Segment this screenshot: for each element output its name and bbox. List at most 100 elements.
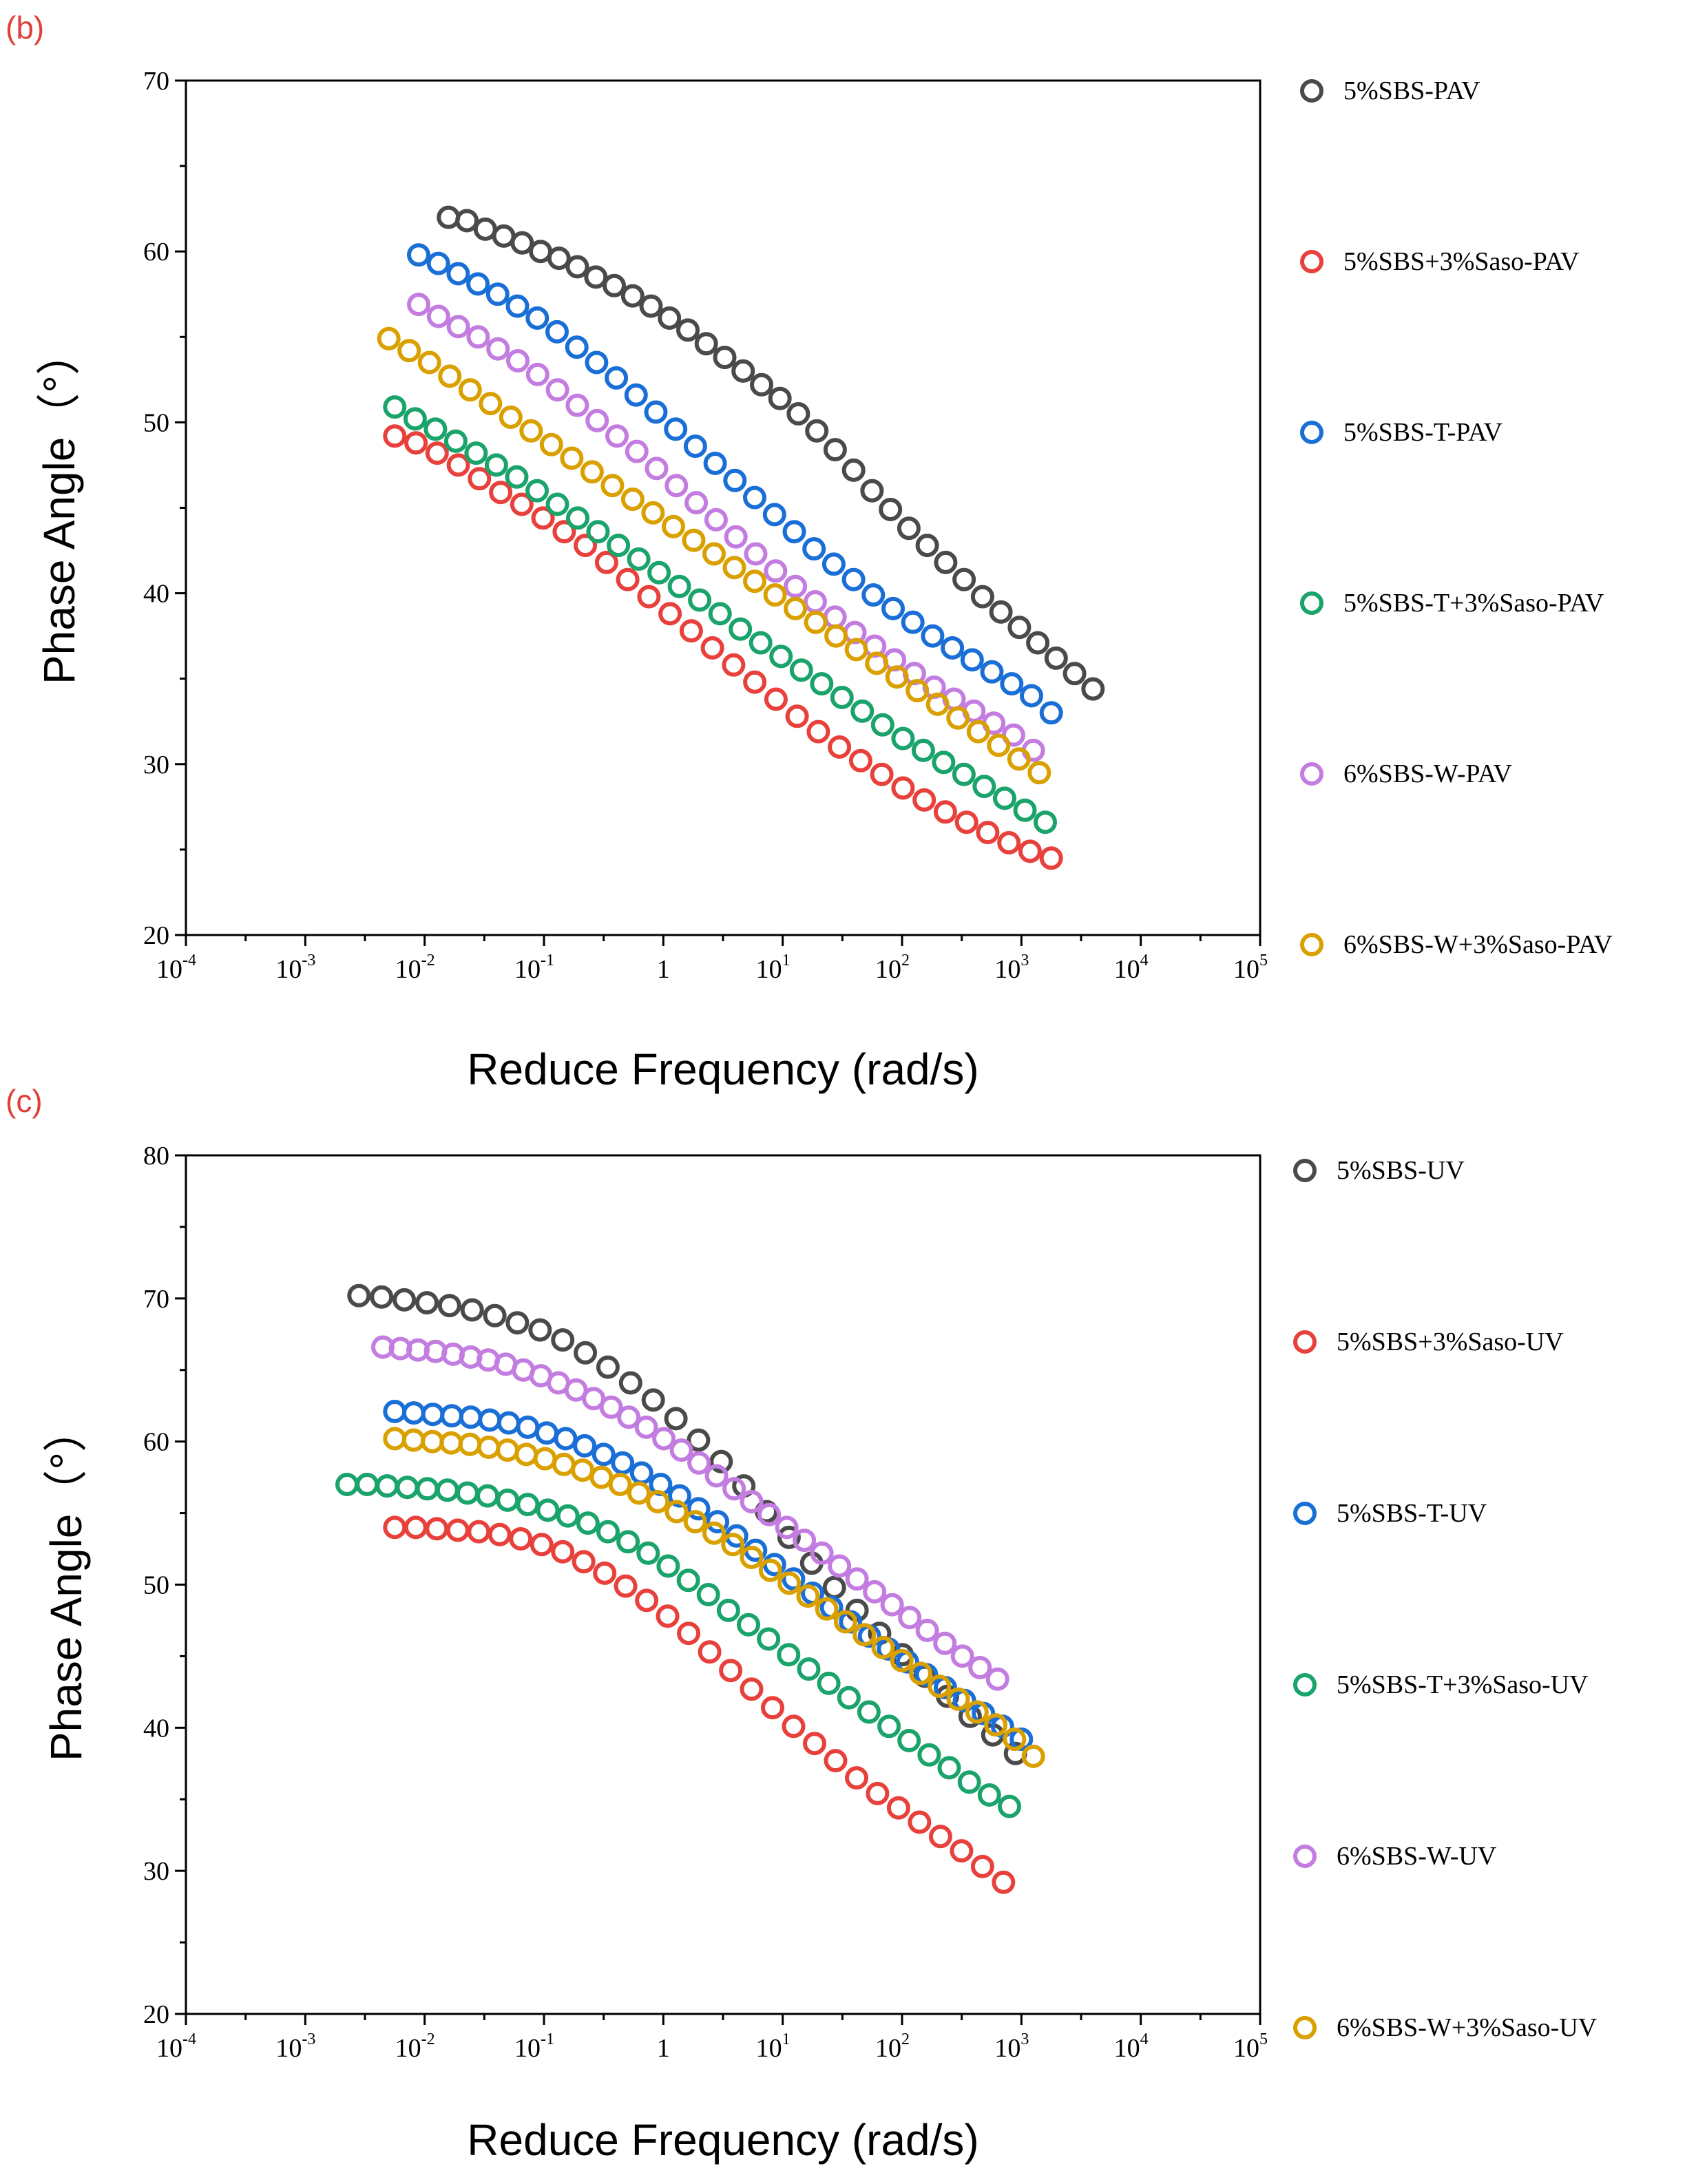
x-tick-label: 10-4	[156, 952, 196, 984]
data-point	[998, 1794, 1021, 1818]
data-point	[793, 1529, 817, 1553]
data-point	[870, 713, 894, 737]
data-point	[627, 547, 651, 571]
data-point	[777, 1643, 801, 1667]
data-point	[758, 1558, 782, 1582]
data-point	[797, 1657, 821, 1681]
series-5%SBS-PAV	[437, 205, 1105, 701]
data-point	[763, 583, 787, 607]
y-tick-label: 30	[143, 750, 169, 779]
data-point	[970, 585, 994, 609]
data-point	[822, 1575, 846, 1599]
data-point	[1007, 747, 1031, 771]
data-point	[837, 1686, 861, 1710]
data-point	[489, 481, 513, 505]
data-point	[591, 1442, 616, 1467]
data-point	[486, 337, 510, 361]
data-point	[777, 1571, 802, 1595]
data-point	[505, 294, 530, 318]
data-point	[585, 350, 609, 375]
legend-marker	[1300, 421, 1323, 444]
data-point	[566, 506, 589, 530]
data-point	[909, 1661, 932, 1686]
data-point	[510, 492, 534, 516]
y-tick-label: 40	[143, 580, 169, 609]
legend-label: 5%SBS-T+3%Saso-UV	[1337, 1670, 1589, 1699]
data-point	[383, 1400, 407, 1423]
data-point	[634, 1415, 658, 1439]
data-point	[607, 534, 631, 558]
x-tick-label: 1	[657, 2034, 670, 2063]
data-point	[509, 1527, 533, 1551]
y-tick-label: 80	[143, 1142, 169, 1170]
data-point	[954, 810, 978, 834]
data-point	[664, 1500, 689, 1524]
data-point	[637, 585, 661, 609]
data-point	[443, 429, 468, 453]
legend-marker	[1293, 1330, 1317, 1354]
data-point	[580, 460, 604, 484]
data-point	[439, 1431, 463, 1455]
data-point	[698, 1640, 722, 1664]
data-point	[709, 1449, 733, 1473]
data-point	[796, 1584, 820, 1608]
data-point	[404, 431, 428, 455]
y-axis-title: Phase Angle（°）	[34, 331, 84, 684]
data-point	[706, 1510, 730, 1534]
data-point	[743, 670, 767, 694]
x-tick-label: 103	[994, 2030, 1029, 2063]
data-point	[547, 246, 571, 271]
data-point	[823, 605, 847, 629]
legend-label: 5%SBS-T-PAV	[1343, 418, 1503, 447]
data-point	[694, 332, 718, 356]
legend-marker	[1293, 1159, 1317, 1182]
data-point	[696, 1583, 720, 1606]
x-axis-title: Reduce Frequency (rad/s)	[467, 1044, 978, 1094]
data-point	[891, 726, 915, 750]
y-tick-label: 70	[143, 67, 169, 96]
panel-label-b: (b)	[6, 10, 44, 45]
data-point	[435, 1478, 459, 1502]
data-point	[496, 1488, 520, 1512]
x-tick-label: 10-4	[156, 2030, 196, 2063]
data-point	[700, 636, 724, 660]
data-point	[594, 550, 618, 574]
data-point	[721, 1533, 745, 1557]
data-point	[647, 560, 671, 585]
data-point	[784, 596, 808, 620]
data-point	[484, 453, 508, 477]
data-point	[425, 1517, 449, 1541]
data-point	[1021, 1744, 1045, 1768]
data-point	[476, 1484, 500, 1508]
data-point	[1039, 846, 1063, 870]
data-point	[743, 485, 766, 510]
data-point	[446, 262, 470, 286]
data-point	[519, 419, 543, 443]
data-point	[477, 1436, 501, 1459]
data-point	[533, 1447, 557, 1471]
data-point	[784, 574, 808, 598]
data-point	[901, 610, 925, 634]
data-point	[668, 1484, 691, 1508]
data-point	[1039, 701, 1063, 725]
data-point	[830, 686, 854, 709]
data-point	[589, 1465, 614, 1489]
series-6%SBS-W+3%Saso-PAV	[377, 326, 1051, 785]
data-point	[596, 1355, 620, 1379]
data-point	[946, 1687, 970, 1711]
series-5%SBS+3%Saso-UV	[383, 1515, 1016, 1894]
data-point	[722, 556, 746, 580]
data-point	[845, 1567, 869, 1591]
data-point	[584, 265, 608, 289]
data-point	[1013, 798, 1037, 822]
x-tick-label: 101	[756, 2030, 791, 2063]
data-point	[464, 441, 488, 465]
data-point	[817, 1671, 841, 1695]
data-point	[687, 1497, 711, 1521]
data-point	[1007, 616, 1032, 640]
data-point	[803, 590, 827, 613]
data-point	[828, 1554, 852, 1578]
x-tick-label: 10-3	[275, 952, 315, 984]
data-point	[785, 704, 809, 728]
data-point	[750, 372, 773, 397]
